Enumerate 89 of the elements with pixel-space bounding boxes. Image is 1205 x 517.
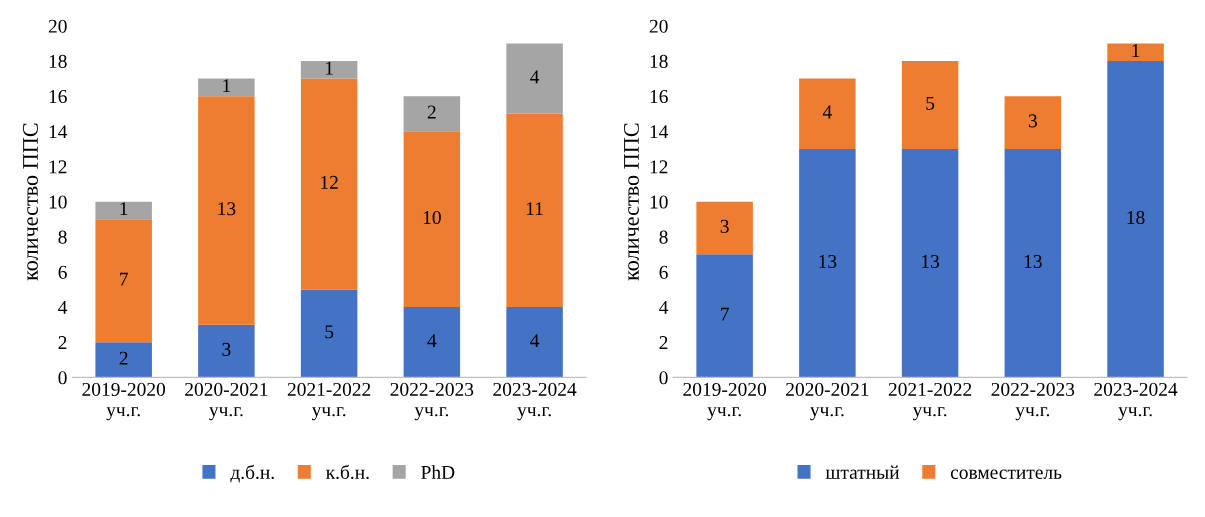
data-label: 18 xyxy=(1127,210,1145,225)
data-label: 13 xyxy=(1024,254,1042,269)
bar xyxy=(506,113,563,308)
bar xyxy=(95,219,152,343)
bar xyxy=(95,342,152,378)
y-tick-label: 14 xyxy=(650,125,669,139)
bar xyxy=(198,78,255,97)
data-label: 4 xyxy=(427,334,437,347)
bar xyxy=(403,307,461,378)
bar xyxy=(403,96,461,132)
data-label: 3 xyxy=(1028,114,1037,128)
bar xyxy=(696,254,753,378)
bar xyxy=(403,131,461,308)
y-axis-title: количество ППС xyxy=(22,123,38,281)
data-label: 3 xyxy=(720,219,729,233)
data-label: 1 xyxy=(223,79,231,93)
y-tick-label: 10 xyxy=(650,195,668,209)
y-tick-label: 20 xyxy=(649,19,668,33)
legend-label: совместитель xyxy=(950,469,1062,479)
y-tick-label: 8 xyxy=(58,230,67,244)
bar xyxy=(799,148,856,378)
y-tick-label: 16 xyxy=(49,90,67,104)
data-label: 7 xyxy=(120,272,128,286)
y-tick-label: 4 xyxy=(659,301,669,314)
data-label: 10 xyxy=(423,210,441,225)
x-tick-label: 2021-2022 уч.г. xyxy=(287,382,371,421)
data-label: 12 xyxy=(321,175,338,189)
y-tick-label: 2 xyxy=(659,336,668,349)
legend-label: д.б.н. xyxy=(230,464,274,483)
y-tick-label: 0 xyxy=(659,371,668,385)
bar xyxy=(1107,43,1164,62)
data-label: 1 xyxy=(1132,44,1140,57)
legend-label: штатный xyxy=(825,465,900,479)
y-axis-title: количество ППС xyxy=(623,123,639,281)
y-tick-label: 0 xyxy=(58,371,67,385)
legend-label: к.б.н. xyxy=(326,464,369,480)
data-label: 5 xyxy=(325,325,334,339)
bar xyxy=(696,201,753,255)
x-tick-label: 2020-2021 уч.г. xyxy=(786,382,869,421)
data-label: 4 xyxy=(530,70,540,84)
y-tick-label: 12 xyxy=(49,160,67,174)
y-tick-label: 12 xyxy=(650,160,668,174)
legend-label: PhD xyxy=(421,465,455,479)
bar xyxy=(1107,61,1164,378)
data-label: 13 xyxy=(922,254,940,269)
y-tick-label: 18 xyxy=(49,54,67,68)
y-tick-label: 14 xyxy=(49,125,68,139)
bar xyxy=(901,61,959,149)
bar xyxy=(506,43,563,114)
bar xyxy=(95,201,152,220)
x-tick-label: 2021-2022 уч.г. xyxy=(888,382,972,421)
x-tick-label: 2022-2023 уч.г. xyxy=(991,382,1075,421)
data-label: 1 xyxy=(325,61,333,75)
bar xyxy=(1004,148,1062,378)
bar xyxy=(901,148,959,378)
data-label: 5 xyxy=(926,96,935,110)
data-label: 2 xyxy=(427,105,436,119)
bar xyxy=(799,78,856,149)
x-tick-label: 2019-2020 уч.г. xyxy=(683,382,767,421)
data-label: 13 xyxy=(218,202,236,216)
data-label: 11 xyxy=(526,202,543,216)
data-label: 1 xyxy=(120,202,128,216)
x-tick-label: 2022-2023 уч.г. xyxy=(390,382,474,421)
bar xyxy=(506,307,563,378)
bar xyxy=(300,78,358,290)
data-label: 13 xyxy=(819,254,837,269)
y-tick-label: 10 xyxy=(49,195,67,209)
y-tick-label: 8 xyxy=(659,230,668,244)
data-label: 7 xyxy=(721,307,729,321)
bar xyxy=(198,324,255,378)
x-tick-label: 2023-2024 уч.г. xyxy=(1094,382,1178,421)
y-tick-label: 6 xyxy=(659,265,668,279)
y-tick-label: 20 xyxy=(48,19,67,33)
x-tick-label: 2023-2024 уч.г. xyxy=(493,382,577,421)
y-tick-label: 4 xyxy=(58,301,68,314)
data-label: 4 xyxy=(822,105,832,119)
y-tick-label: 6 xyxy=(58,265,67,279)
y-tick-label: 2 xyxy=(58,336,67,349)
bar xyxy=(1004,96,1062,149)
x-tick-label: 2020-2021 уч.г. xyxy=(185,382,268,421)
data-label: 2 xyxy=(119,351,128,365)
bar xyxy=(198,96,255,325)
data-label: 4 xyxy=(530,334,540,347)
bar xyxy=(300,61,358,79)
data-label: 3 xyxy=(222,342,231,356)
bar xyxy=(300,289,358,378)
y-tick-label: 16 xyxy=(650,90,668,104)
y-tick-label: 18 xyxy=(650,54,668,68)
x-tick-label: 2019-2020 уч.г. xyxy=(82,382,166,421)
